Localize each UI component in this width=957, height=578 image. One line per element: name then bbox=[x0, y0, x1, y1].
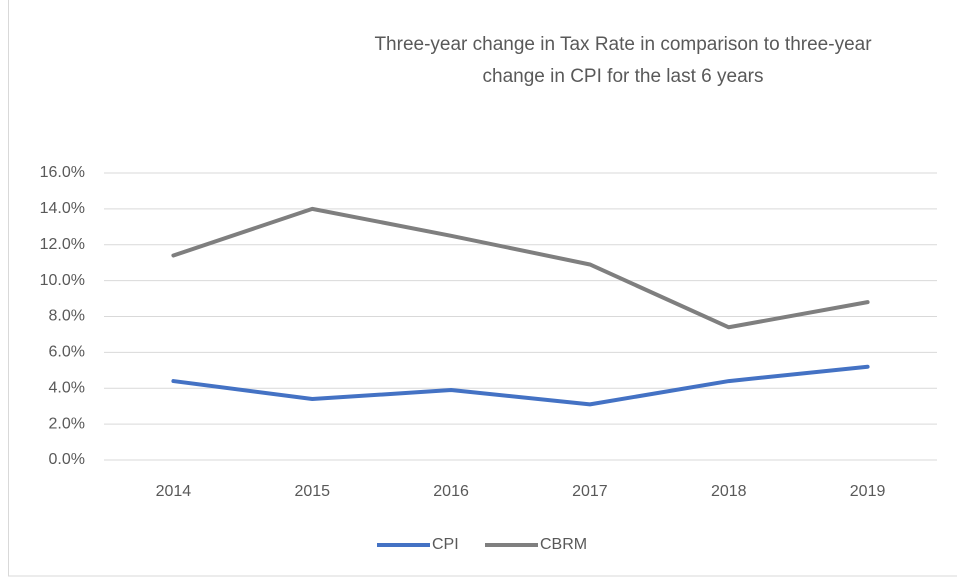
x-tick-label: 2015 bbox=[294, 483, 330, 500]
y-tick-label: 6.0% bbox=[49, 344, 85, 361]
x-tick-label: 2019 bbox=[850, 483, 886, 500]
legend-label: CPI bbox=[432, 536, 459, 553]
x-tick-label: 2018 bbox=[711, 483, 747, 500]
x-tick-label: 2017 bbox=[572, 483, 608, 500]
legend-label: CBRM bbox=[540, 536, 587, 553]
y-tick-label: 12.0% bbox=[40, 236, 85, 253]
series-line bbox=[171, 364, 870, 407]
y-tick-label: 0.0% bbox=[49, 451, 85, 468]
y-tick-label: 4.0% bbox=[49, 379, 85, 396]
y-tick-label: 2.0% bbox=[49, 415, 85, 432]
chart-title: change in CPI for the last 6 years bbox=[483, 66, 764, 87]
x-tick-label: 2016 bbox=[433, 483, 469, 500]
chart-border bbox=[8, 0, 957, 577]
x-tick-label: 2014 bbox=[156, 483, 192, 500]
y-tick-label: 14.0% bbox=[40, 200, 85, 217]
y-tick-label: 10.0% bbox=[40, 272, 85, 289]
chart-title: Three-year change in Tax Rate in compari… bbox=[374, 34, 872, 55]
series-line bbox=[171, 206, 870, 330]
y-tick-label: 8.0% bbox=[49, 308, 85, 325]
y-tick-label: 16.0% bbox=[40, 164, 85, 181]
